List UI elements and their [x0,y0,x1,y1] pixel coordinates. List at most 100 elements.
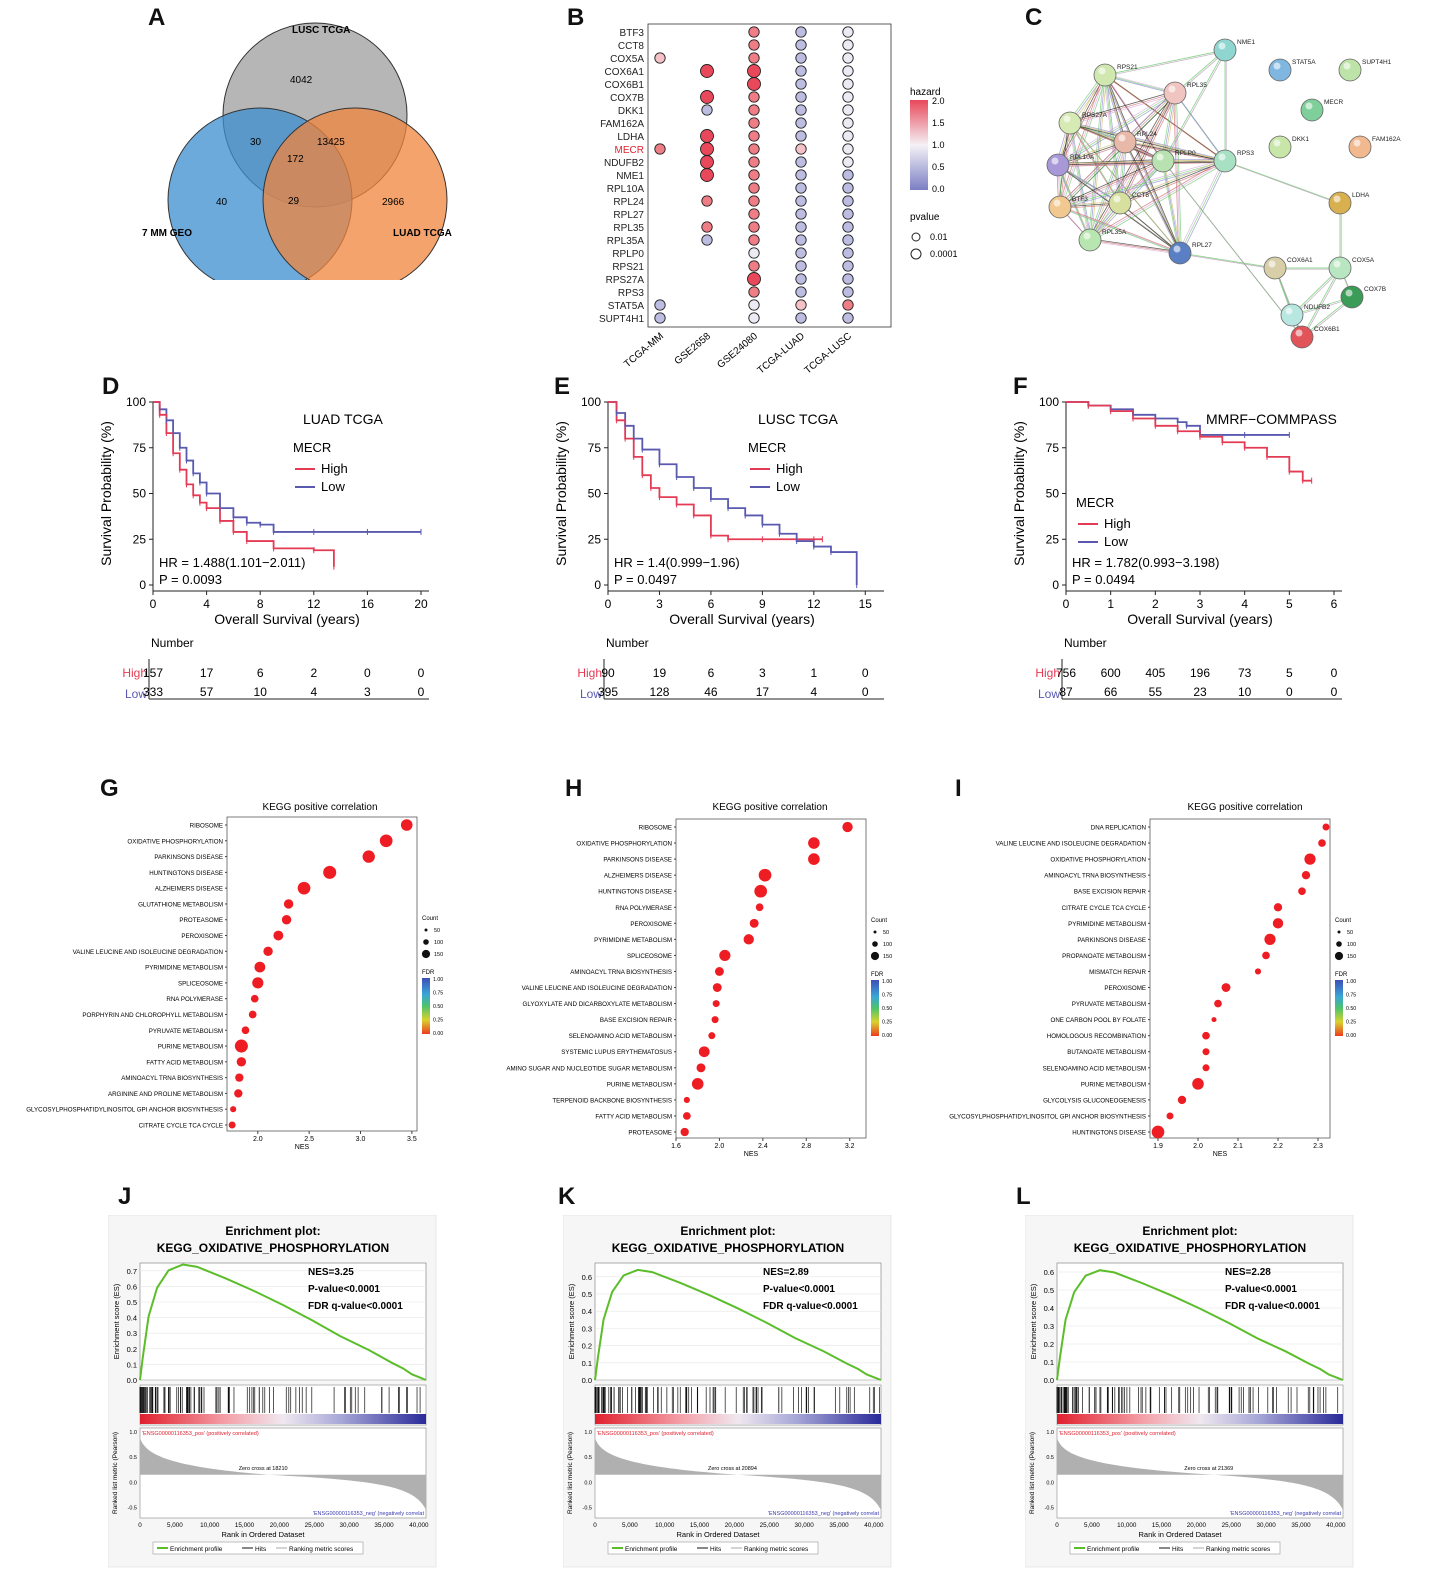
network-node [1290,325,1314,349]
ranking-color-bar [1057,1414,1343,1424]
rank-y-title: Ranked list metric (Pearson) [112,1432,119,1514]
legend-ranking-metric: Ranking metric scores [1206,1546,1271,1553]
network-node-label: RPS3 [1237,150,1254,157]
kegg-dot [754,884,768,898]
rank-x-tick: 20,000 [270,1522,290,1529]
number-high-count: 17 [200,666,214,680]
x-tick-label: 6 [1331,597,1338,611]
dotplot-dot [748,195,760,207]
y-tick-label: 0 [1052,578,1059,592]
network-node-label: DKK1 [1292,136,1309,143]
kegg-dot [362,850,375,863]
x-tick-label: 5 [1286,597,1293,611]
kegg-legend-fdr-title: FDR [871,972,884,978]
dotplot-dot [842,39,854,51]
number-high-count: 3 [759,666,766,680]
es-y-title: Enrichment score (ES) [1029,1283,1038,1359]
dotplot-gene-label: RPLP0 [612,249,644,260]
x-tick-label: 16 [361,597,375,611]
kegg-x-tick: 2.1 [1233,1143,1243,1150]
kegg-x-tick: 3.0 [356,1136,366,1143]
dotplot-dot [748,156,760,168]
positive-label: 'ENSG00000116353_pos' (positively correl… [597,1431,714,1437]
x-tick-label: 20 [414,597,428,611]
dotplot-gene-label: COX7B [610,93,644,104]
y-tick-label: 50 [588,487,602,501]
kegg-dot [263,946,273,957]
number-high-count: 157 [143,666,163,680]
kegg-dot [698,1046,710,1058]
dotplot-gene-label: RPL10A [607,184,645,195]
legend-pvalue-title: pvalue [910,212,940,223]
ranking-metric-area [1057,1438,1343,1510]
dotplot-dot [842,208,854,220]
gsea-plot-j: Enrichment plot: KEGG_OXIDATIVE_PHOSPHORY… [108,1215,437,1568]
kegg-pathway-label: HOMOLOGOUS RECOMBINATION [1047,1033,1146,1040]
rank-x-tick: 10,000 [1117,1522,1137,1529]
kegg-legend-count-label: 150 [434,952,443,958]
legend-hazard-tick: 0.5 [932,162,945,172]
svg-text:0.5: 0.5 [129,1455,137,1461]
es-y-title: Enrichment score (ES) [112,1283,121,1359]
y-tick-label: 75 [1046,441,1060,455]
x-tick-label: 4 [1241,597,1248,611]
legend-pvalue-circle [910,248,922,260]
kegg-dot [712,983,722,992]
kegg-pathway-label: VALINE LEUCINE AND ISOLEUCINE DEGRADATIO… [522,985,672,992]
dotplot-dot [795,299,807,311]
number-row-label-low: Low [1038,687,1060,701]
kegg-pathway-label: PYRIMIDINE METABOLISM [594,937,672,944]
network-node-label: COX6A1 [1287,257,1313,264]
network-node [1268,58,1292,82]
network-node-label: LDHA [1352,192,1370,199]
survival-legend-title: MECR [1076,495,1114,510]
network-node-label: MECR [1324,99,1343,106]
kegg-dot [230,1106,237,1113]
panel-label-a: A [148,4,166,31]
enrichment-profile-line [139,1263,427,1381]
dotplot-dot [748,208,760,220]
y-tick-label: 25 [1046,532,1060,546]
negative-label: 'ENSG00000116353_neg' (negatively correl… [313,1511,425,1517]
kegg-legend-fdr-colorbar [1335,980,1343,1036]
kegg-pathway-label: VALINE LEUCINE AND ISOLEUCINE DEGRADATIO… [996,841,1146,848]
network-node [1093,63,1117,87]
kegg-title: KEGG positive correlation [712,802,827,813]
kegg-dot [1262,951,1270,960]
kegg-plot-h: KEGG positive correlation RIBOSOME OXIDATI… [506,802,892,1158]
rank-x-tick: 35,000 [1291,1522,1311,1529]
kegg-pathway-label: OXIDATIVE PHOSPHORYLATION [127,838,223,845]
ranking-color-bar [140,1414,426,1424]
kegg-pathway-label: ALZHEIMERS DISEASE [604,873,672,880]
kegg-legend-fdr-label: 1.00 [433,977,443,983]
rank-x-tick: 5,000 [622,1522,638,1529]
dotplot-dot [747,77,761,91]
kegg-legend-fdr-label: 0.00 [433,1031,443,1037]
kegg-legend-count-label: 100 [1347,942,1356,948]
dotplot-dot [654,299,666,311]
gsea-title-line1: Enrichment plot: [225,1224,320,1238]
x-tick-label: 15 [859,597,873,611]
dotplot-dot [795,260,807,272]
es-y-tick: 0.5 [582,1290,592,1299]
dotplot-dot [748,91,760,103]
rank-x-tick: 10,000 [200,1522,220,1529]
enrichment-profile-line [594,1268,882,1381]
svg-text:0.0: 0.0 [129,1480,137,1486]
kegg-pathway-label: SPLICEOSOME [627,953,672,960]
kegg-pathway-label: ONE CARBON POOL BY FOLATE [1051,1017,1146,1024]
dotplot-dot [842,169,854,181]
dotplot-dot [748,104,760,116]
kegg-dot [1192,1078,1204,1090]
number-at-risk-title: Number [151,636,194,650]
kegg-frame [1149,818,1331,1139]
number-high-count: 5 [1286,666,1293,680]
es-y-tick: 0.0 [127,1376,137,1385]
kegg-pathway-label: RNA POLYMERASE [166,996,223,1003]
gsea-title-line2: KEGG_OXIDATIVE_PHOSPHORYLATION [612,1241,844,1255]
kegg-pathway-label: RNA POLYMERASE [615,905,672,912]
kegg-dot [711,1016,719,1024]
legend-ranking-metric: Ranking metric scores [289,1546,354,1553]
network-node [1280,303,1304,327]
